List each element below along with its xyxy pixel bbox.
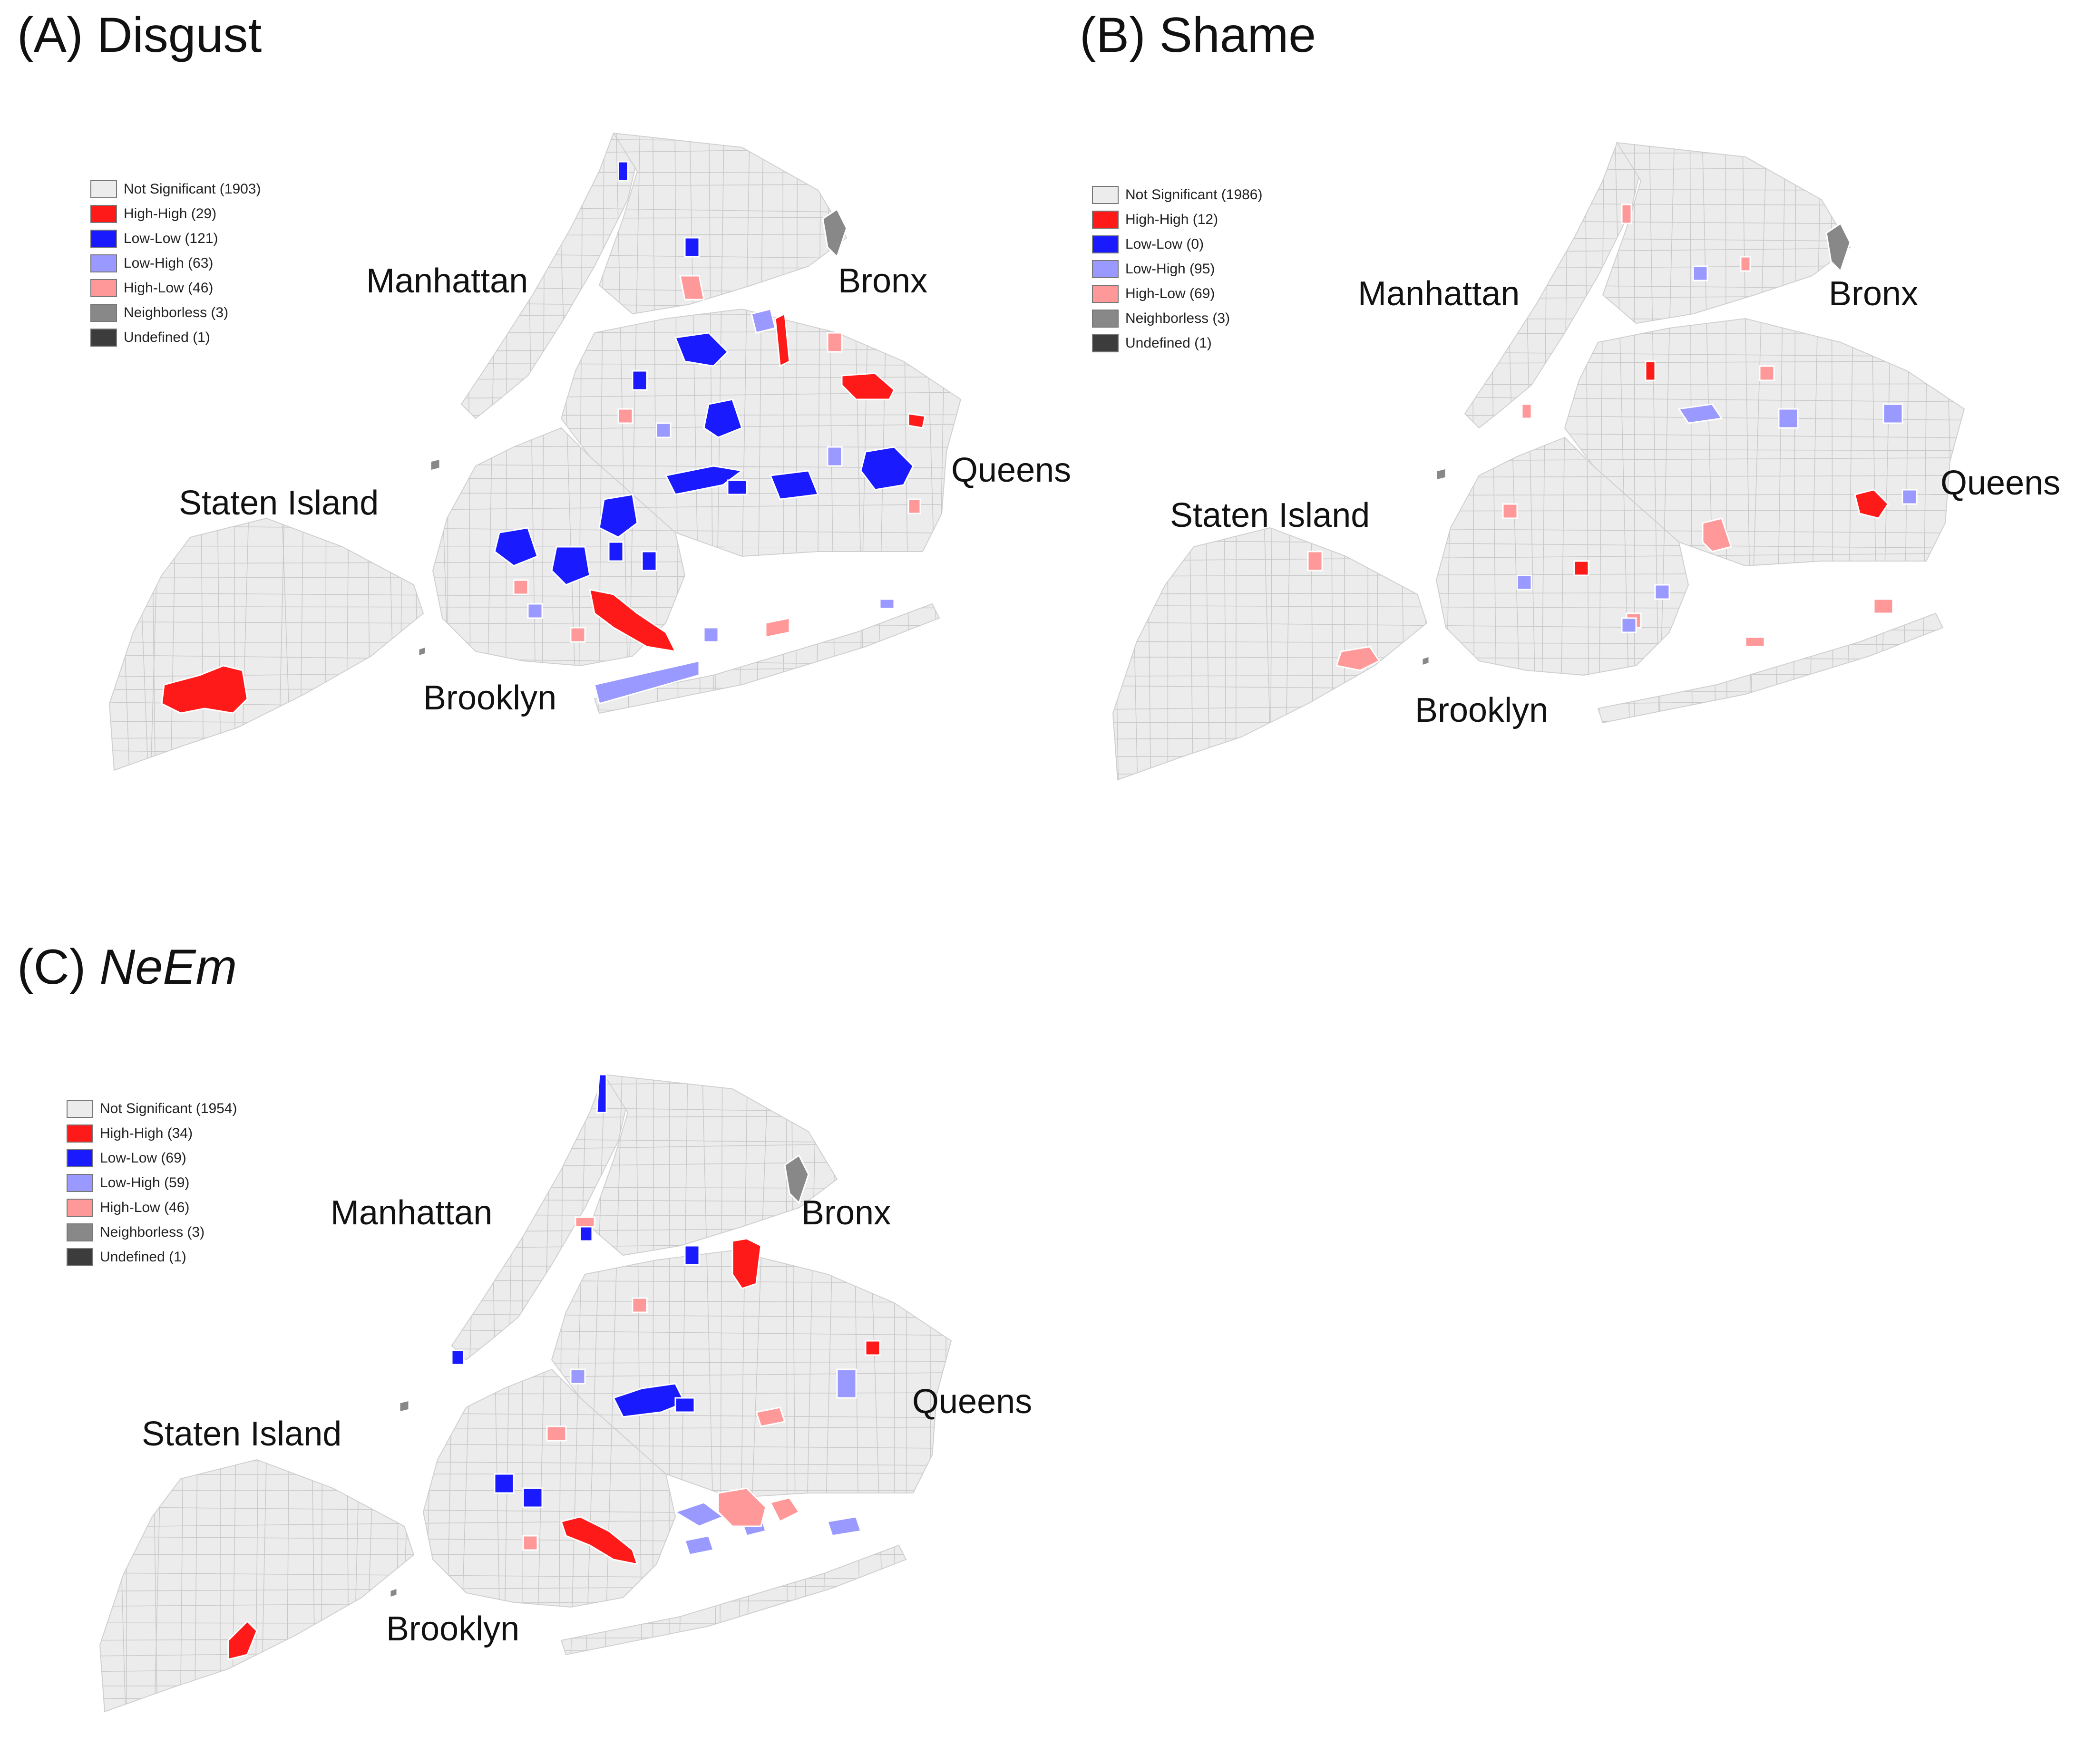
label-staten-island: Staten Island	[1170, 498, 1370, 533]
legend-label: Low-Low (69)	[100, 1150, 186, 1166]
legend-swatch	[1092, 211, 1119, 229]
legend-item-high-low: High-Low (69)	[1092, 281, 1263, 306]
label-manhattan: Manhattan	[331, 1196, 492, 1230]
legend-item-low-low: Low-Low (0)	[1092, 232, 1263, 257]
label-bronx: Bronx	[1829, 277, 1918, 311]
label-staten-island: Staten Island	[142, 1417, 341, 1451]
legend-item-low-high: Low-High (95)	[1092, 257, 1263, 281]
label-brooklyn: Brooklyn	[1415, 693, 1548, 727]
nyc-map	[1037, 0, 2069, 832]
legend-swatch	[67, 1174, 93, 1192]
legend-label: Low-Low (121)	[124, 231, 218, 247]
legend-swatch	[90, 329, 117, 347]
legend-label: High-High (29)	[124, 206, 216, 222]
legend-item-undefined: Undefined (1)	[90, 325, 261, 350]
legend-item-low-low: Low-Low (121)	[90, 226, 261, 251]
legend-item-high-high: High-High (29)	[90, 202, 261, 226]
legend-label: Low-High (59)	[100, 1175, 189, 1191]
legend-item-not-significant: Not Significant (1903)	[90, 177, 261, 202]
staten-island-shape	[1113, 528, 1427, 780]
legend-label: Low-Low (0)	[1125, 236, 1204, 252]
legend-swatch	[1092, 285, 1119, 303]
legend-label: Not Significant (1986)	[1125, 187, 1263, 203]
legend-swatch	[67, 1149, 93, 1167]
legend-item-neighborless: Neighborless (3)	[90, 300, 261, 325]
legend-item-not-significant: Not Significant (1986)	[1092, 183, 1263, 207]
legend-swatch	[67, 1100, 93, 1118]
legend-swatch	[90, 205, 117, 223]
legend-swatch	[1092, 260, 1119, 278]
legend-label: High-Low (69)	[1125, 286, 1215, 302]
legend-label: High-High (34)	[100, 1125, 193, 1142]
panel-c-neem: (C) NeEm	[0, 932, 1032, 1764]
legend-label: Undefined (1)	[1125, 335, 1212, 351]
legend-swatch	[1092, 186, 1119, 204]
legend-item-neighborless: Neighborless (3)	[67, 1220, 237, 1245]
panel-b-shame: (B) Shame	[1037, 0, 2069, 832]
panel-a-disgust: (A) Disgust	[0, 0, 1032, 832]
legend-swatch	[67, 1199, 93, 1217]
legend-item-undefined: Undefined (1)	[1092, 331, 1263, 356]
legend-item-neighborless: Neighborless (3)	[1092, 306, 1263, 331]
label-manhattan: Manhattan	[1358, 277, 1520, 311]
legend-swatch	[90, 230, 117, 248]
legend: Not Significant (1903) High-High (29) Lo…	[90, 177, 261, 350]
legend-label: High-Low (46)	[124, 280, 213, 296]
legend: Not Significant (1986) High-High (12) Lo…	[1092, 183, 1263, 356]
label-brooklyn: Brooklyn	[423, 681, 556, 715]
legend-item-low-high: Low-High (63)	[90, 251, 261, 276]
legend-swatch	[1092, 310, 1119, 328]
legend-label: High-Low (46)	[100, 1200, 189, 1216]
legend-swatch	[67, 1248, 93, 1266]
legend-item-not-significant: Not Significant (1954)	[67, 1096, 237, 1121]
label-staten-island: Staten Island	[179, 486, 379, 520]
legend-label: Not Significant (1903)	[124, 181, 261, 197]
legend-item-low-high: Low-High (59)	[67, 1171, 237, 1195]
legend-label: High-High (12)	[1125, 212, 1218, 228]
legend-item-undefined: Undefined (1)	[67, 1245, 237, 1270]
label-bronx: Bronx	[801, 1196, 891, 1230]
legend-swatch	[90, 254, 117, 272]
legend-label: Low-High (95)	[1125, 261, 1215, 277]
legend-item-low-low: Low-Low (69)	[67, 1146, 237, 1171]
legend-item-high-high: High-High (34)	[67, 1121, 237, 1146]
legend-item-high-low: High-Low (46)	[90, 276, 261, 300]
legend-swatch	[67, 1223, 93, 1241]
legend-item-high-low: High-Low (46)	[67, 1195, 237, 1220]
legend-label: Low-High (63)	[124, 255, 213, 271]
label-bronx: Bronx	[838, 264, 927, 298]
legend: Not Significant (1954) High-High (34) Lo…	[67, 1096, 237, 1270]
legend-swatch	[1092, 235, 1119, 253]
legend-item-high-high: High-High (12)	[1092, 207, 1263, 232]
label-queens: Queens	[1940, 466, 2060, 500]
legend-swatch	[67, 1124, 93, 1143]
legend-label: Undefined (1)	[100, 1249, 186, 1265]
label-brooklyn: Brooklyn	[386, 1612, 519, 1646]
legend-swatch	[90, 180, 117, 198]
legend-label: Neighborless (3)	[1125, 310, 1230, 327]
label-queens: Queens	[912, 1385, 1032, 1419]
legend-label: Undefined (1)	[124, 330, 210, 346]
legend-swatch	[90, 304, 117, 322]
legend-label: Neighborless (3)	[100, 1224, 205, 1241]
legend-label: Not Significant (1954)	[100, 1101, 237, 1117]
staten-island-shape	[109, 518, 423, 770]
label-manhattan: Manhattan	[366, 264, 528, 298]
legend-swatch	[90, 279, 117, 297]
legend-label: Neighborless (3)	[124, 305, 228, 321]
legend-swatch	[1092, 334, 1119, 352]
